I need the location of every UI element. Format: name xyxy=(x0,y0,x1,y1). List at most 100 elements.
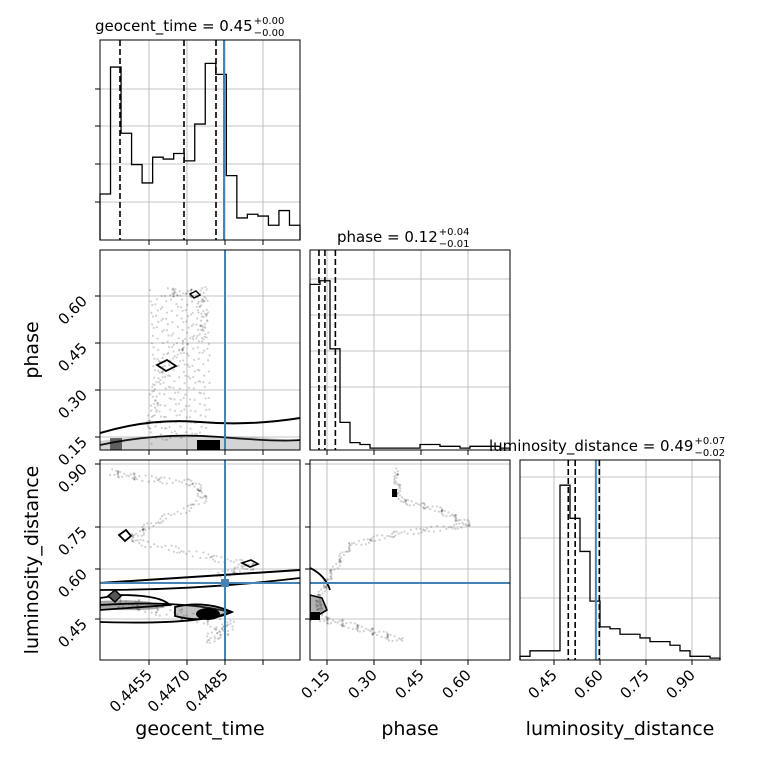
sample-point xyxy=(236,566,239,569)
sample-point xyxy=(396,473,400,476)
sample-point xyxy=(454,527,457,531)
sample-point xyxy=(317,604,320,608)
sample-point xyxy=(198,305,201,308)
sample-point xyxy=(335,562,338,566)
sample-point xyxy=(191,503,195,506)
sample-point xyxy=(221,623,224,626)
sample-point xyxy=(198,351,201,354)
sample-point xyxy=(318,598,321,601)
sample-point xyxy=(219,636,222,639)
sample-point xyxy=(393,477,396,481)
sample-point xyxy=(347,550,350,553)
sample-point xyxy=(175,356,178,359)
sample-point xyxy=(321,592,324,595)
sample-point xyxy=(138,474,141,478)
sample-point xyxy=(186,342,189,346)
sample-point xyxy=(113,473,116,476)
sample-point xyxy=(168,374,171,378)
sample-point xyxy=(347,626,350,630)
sample-point xyxy=(160,319,163,322)
sample-point xyxy=(461,521,464,524)
sample-point xyxy=(169,437,172,440)
sample-point xyxy=(319,603,322,606)
sample-point xyxy=(178,290,182,293)
sample-point xyxy=(396,473,399,476)
sample-point xyxy=(225,623,228,627)
sample-point xyxy=(181,339,184,342)
sample-point xyxy=(344,550,347,553)
sample-point xyxy=(137,599,141,602)
sample-point xyxy=(171,321,174,324)
sample-point xyxy=(465,524,468,527)
sample-point xyxy=(178,551,182,554)
sample-point xyxy=(156,608,159,611)
sample-point xyxy=(212,558,215,561)
sample-point xyxy=(200,489,203,492)
sample-point xyxy=(203,325,206,328)
sample-point xyxy=(161,375,164,379)
sample-point xyxy=(152,414,155,418)
sample-point xyxy=(151,395,154,398)
sample-point xyxy=(460,526,463,529)
sample-point xyxy=(176,510,179,513)
sample-point xyxy=(319,603,323,606)
sample-point xyxy=(376,534,379,537)
sample-point xyxy=(178,609,181,612)
sample-point xyxy=(440,507,444,511)
sample-point xyxy=(159,379,162,382)
sample-point xyxy=(385,631,388,634)
sample-point xyxy=(327,578,330,581)
sample-point xyxy=(321,607,324,610)
sample-point xyxy=(432,530,436,533)
sample-point xyxy=(168,345,171,349)
sample-point xyxy=(172,295,175,298)
sample-point xyxy=(182,340,185,343)
sample-point xyxy=(386,637,389,641)
sample-point xyxy=(209,625,212,628)
sample-point xyxy=(171,481,174,484)
sample-point xyxy=(454,513,457,517)
sample-point xyxy=(181,342,184,346)
sample-point xyxy=(166,322,169,326)
sample-point xyxy=(187,290,190,293)
sample-point xyxy=(172,550,176,553)
sample-point xyxy=(171,288,174,291)
plot-area xyxy=(100,250,300,450)
sample-point xyxy=(205,319,209,322)
sample-point xyxy=(190,506,193,510)
sample-point xyxy=(397,637,401,640)
sample-point xyxy=(407,499,410,502)
sample-point xyxy=(150,415,153,419)
x-tick-label: 0.45 xyxy=(391,666,427,702)
sample-point xyxy=(154,406,157,409)
sample-point xyxy=(366,538,369,541)
sample-point xyxy=(435,525,439,528)
sample-point xyxy=(203,299,206,303)
sample-point xyxy=(166,287,169,290)
sample-point xyxy=(170,544,173,547)
sample-point xyxy=(190,503,194,506)
sample-point xyxy=(159,480,162,483)
sample-point xyxy=(182,346,185,349)
sample-point xyxy=(165,613,168,616)
sample-point xyxy=(181,309,184,312)
sample-point xyxy=(181,348,184,351)
sample-point xyxy=(329,568,332,571)
sample-point xyxy=(138,542,141,545)
sample-point xyxy=(380,635,383,639)
sample-point xyxy=(467,524,470,527)
sample-point xyxy=(345,621,348,625)
sample-point xyxy=(396,470,399,473)
sample-point xyxy=(160,515,164,518)
sample-point xyxy=(183,382,186,385)
sample-point xyxy=(136,539,139,542)
sample-point xyxy=(370,537,373,540)
sample-point xyxy=(156,479,159,482)
sample-point xyxy=(191,336,194,339)
panel-geocent-time-hist: geocent_time = 0.45 +0.00−0.00 xyxy=(95,16,301,245)
sample-point xyxy=(341,625,344,628)
sample-point xyxy=(153,369,157,372)
sample-point xyxy=(163,427,166,430)
sample-point xyxy=(195,550,198,553)
sample-point xyxy=(156,309,159,312)
